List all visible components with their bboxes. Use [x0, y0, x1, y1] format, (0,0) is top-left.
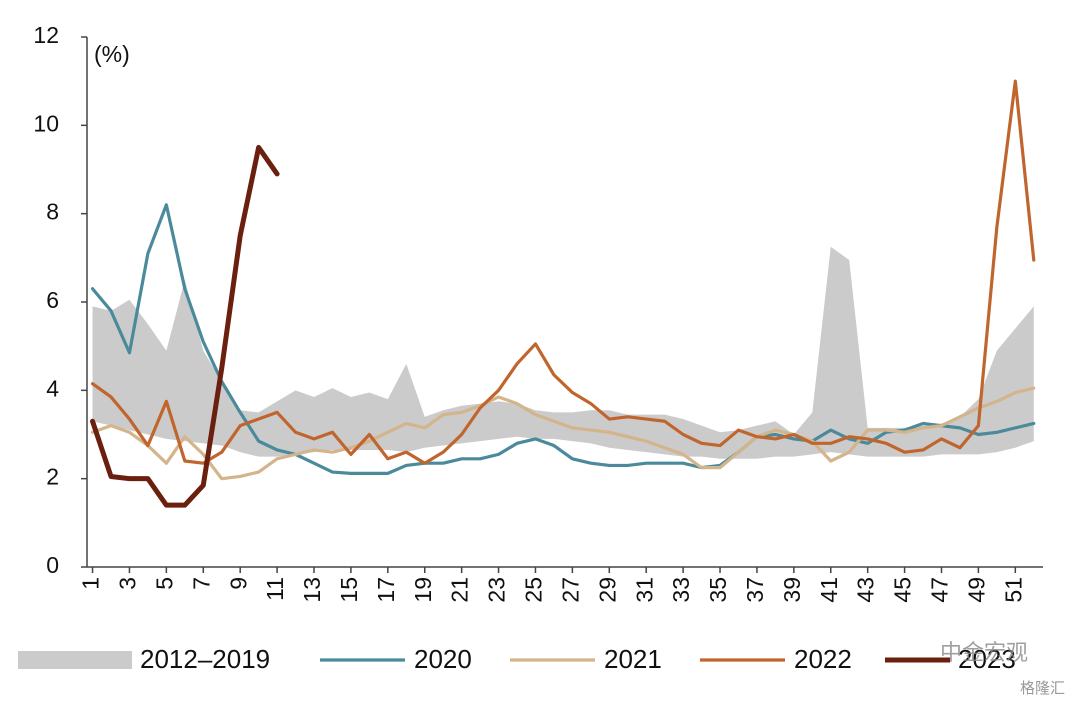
x-tick-label: 11	[262, 577, 288, 601]
x-tick-label: 31	[631, 577, 657, 603]
y-tick-label: 12	[33, 22, 59, 48]
x-tick-label: 27	[557, 577, 583, 603]
y-tick-label: 6	[46, 287, 59, 313]
legend-swatch	[18, 651, 132, 669]
x-tick-label: 47	[927, 577, 953, 603]
legend-label: 2012–2019	[140, 644, 270, 674]
x-tick-label: 37	[742, 577, 768, 603]
x-tick-label: 51	[1000, 577, 1026, 603]
series-line	[90, 79, 1036, 465]
x-tick-label: 41	[816, 577, 842, 603]
x-tick-label: 13	[299, 577, 325, 603]
watermark: 中金宏观	[940, 640, 1028, 665]
x-tick-label: 33	[668, 577, 694, 603]
x-tick-label: 45	[890, 577, 916, 603]
x-tick-label: 29	[594, 577, 620, 603]
x-tick-label: 49	[963, 577, 989, 603]
x-tick-label: 5	[151, 577, 177, 590]
y-axis-label: (%)	[94, 41, 130, 67]
legend-label: 2022	[794, 644, 852, 674]
x-tick-label: 23	[484, 577, 510, 603]
x-tick-label: 19	[410, 577, 436, 603]
series-line	[90, 203, 1036, 475]
legend-label: 2023	[958, 644, 1016, 674]
series-line	[90, 386, 1036, 481]
y-tick-label: 8	[46, 199, 59, 225]
x-tick-label: 9	[225, 577, 251, 590]
x-tick-label: 7	[188, 577, 214, 590]
x-tick-label: 21	[447, 577, 473, 603]
y-tick-label: 0	[46, 552, 59, 578]
x-tick-label: 1	[78, 577, 104, 590]
y-tick-label: 4	[46, 375, 59, 401]
watermark: 格隆汇	[1020, 680, 1065, 697]
x-tick-label: 3	[115, 577, 141, 590]
x-tick-label: 39	[779, 577, 805, 603]
x-tick-label: 43	[853, 577, 879, 603]
y-tick-label: 2	[46, 464, 59, 490]
legend-label: 2020	[414, 644, 472, 674]
x-tick-label: 25	[521, 577, 547, 603]
y-tick-label: 10	[33, 110, 59, 136]
x-tick-label: 35	[705, 577, 731, 603]
x-tick-label: 15	[336, 577, 362, 603]
legend-label: 2021	[604, 644, 662, 674]
series-line	[90, 144, 280, 508]
range-band	[92, 246, 1034, 459]
x-tick-label: 17	[373, 577, 399, 603]
